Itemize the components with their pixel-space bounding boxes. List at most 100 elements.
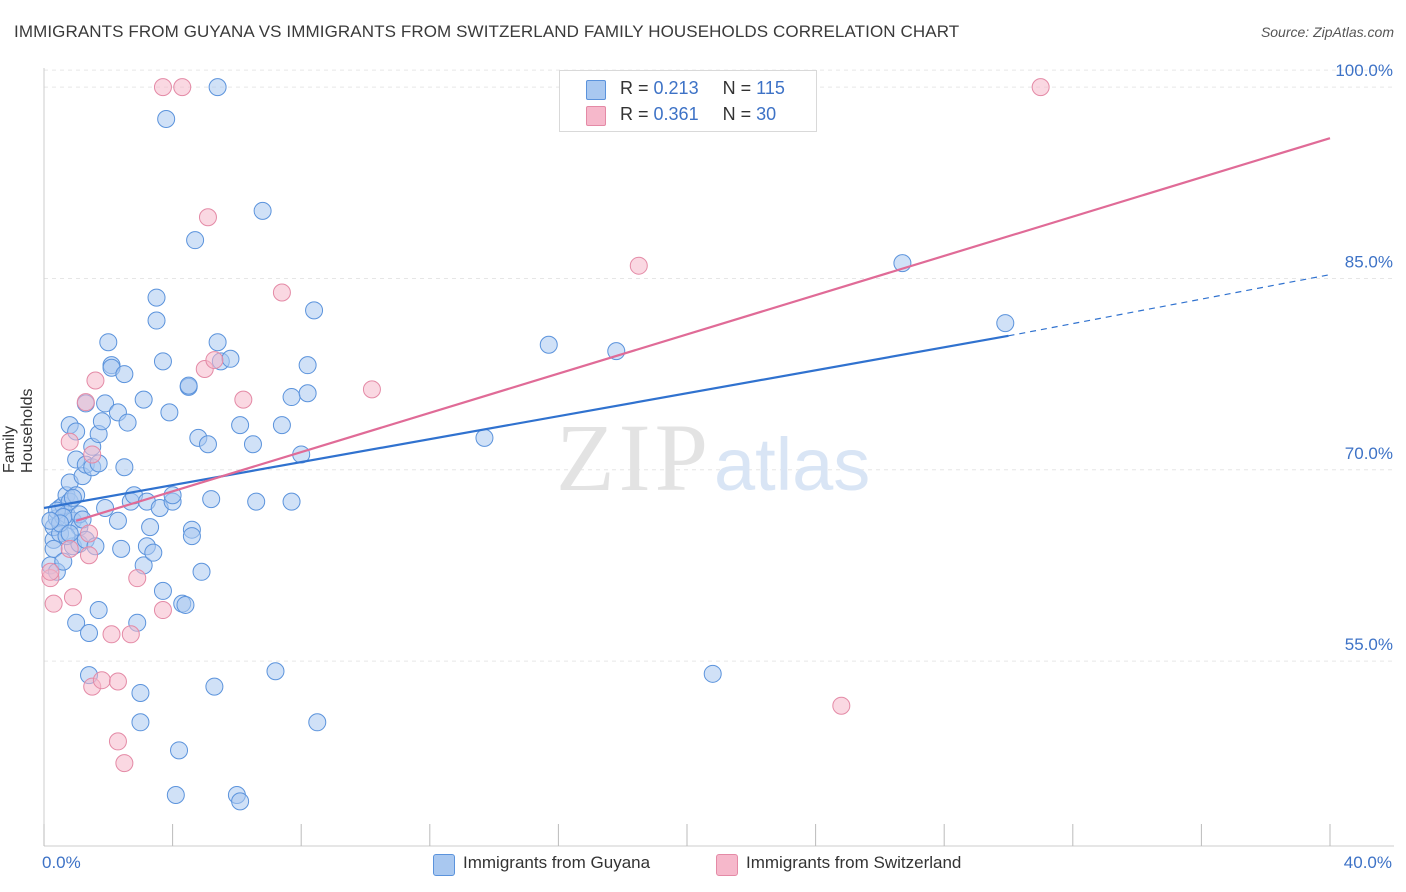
trend-line-switzerland bbox=[75, 137, 1331, 522]
guyana-point bbox=[41, 511, 60, 530]
guyana-point bbox=[703, 664, 722, 683]
guyana-point bbox=[67, 613, 86, 632]
guyana-point bbox=[208, 78, 227, 97]
guyana-point bbox=[96, 394, 115, 413]
guyana-point bbox=[147, 288, 166, 307]
legend-swatch-switzerland bbox=[586, 106, 606, 126]
guyana-point bbox=[147, 311, 166, 330]
guyana-point bbox=[308, 713, 327, 732]
guyana-point bbox=[144, 543, 163, 562]
guyana-point bbox=[141, 518, 160, 537]
guyana-point bbox=[231, 792, 250, 811]
bottom-legend-label-switzerland: Immigrants from Switzerland bbox=[746, 853, 962, 872]
switzerland-point bbox=[234, 390, 253, 409]
x-tick-label-max: 40.0% bbox=[1343, 853, 1392, 872]
switzerland-point bbox=[205, 351, 224, 370]
watermark-atlas: atlas bbox=[714, 423, 870, 506]
legend-r-value: 0.213 bbox=[653, 78, 699, 98]
guyana-point bbox=[202, 490, 221, 509]
guyana-point bbox=[221, 349, 240, 368]
guyana-point bbox=[282, 492, 301, 511]
switzerland-point bbox=[121, 625, 140, 644]
guyana-point bbox=[298, 356, 317, 375]
guyana-point bbox=[170, 741, 189, 760]
switzerland-point bbox=[80, 524, 99, 543]
switzerland-point bbox=[832, 696, 851, 715]
series-switzerland-points bbox=[41, 78, 1050, 773]
switzerland-point bbox=[173, 78, 192, 97]
switzerland-point bbox=[108, 672, 127, 691]
switzerland-point bbox=[41, 562, 60, 581]
switzerland-point bbox=[102, 625, 121, 644]
guyana-point bbox=[179, 376, 198, 395]
guyana-point bbox=[108, 511, 127, 530]
bottom-legend-swatch-switzerland bbox=[716, 854, 738, 876]
legend-n-label: N = bbox=[722, 104, 752, 124]
legend-n-label: N = bbox=[722, 78, 752, 98]
guyana-point bbox=[282, 388, 301, 407]
y-tick-label: 70.0% bbox=[1345, 444, 1393, 463]
guyana-point bbox=[253, 201, 272, 220]
switzerland-point bbox=[63, 588, 82, 607]
switzerland-point bbox=[60, 432, 79, 451]
switzerland-point bbox=[92, 671, 111, 690]
y-tick-label: 100.0% bbox=[1335, 61, 1393, 80]
guyana-point bbox=[243, 435, 262, 454]
guyana-point bbox=[166, 785, 185, 804]
switzerland-point bbox=[272, 283, 291, 302]
switzerland-point bbox=[153, 601, 172, 620]
guyana-point bbox=[208, 333, 227, 352]
switzerland-point bbox=[76, 393, 95, 412]
watermark: ZIP atlas bbox=[556, 404, 870, 511]
series-guyana-points bbox=[41, 78, 1015, 811]
guyana-point bbox=[89, 601, 108, 620]
guyana-point bbox=[153, 581, 172, 600]
guyana-point bbox=[112, 539, 131, 558]
switzerland-point bbox=[86, 371, 105, 390]
legend-r-label: R = bbox=[620, 104, 649, 124]
guyana-point bbox=[247, 492, 266, 511]
guyana-point bbox=[60, 524, 79, 543]
guyana-point bbox=[996, 314, 1015, 333]
switzerland-point bbox=[629, 256, 648, 275]
y-axis-tick-labels: 55.0% 70.0% 85.0% 100.0% bbox=[1335, 61, 1393, 654]
legend-r-label: R = bbox=[620, 78, 649, 98]
guyana-point bbox=[131, 713, 150, 732]
guyana-point bbox=[118, 413, 137, 432]
bottom-legend-label-guyana: Immigrants from Guyana bbox=[463, 853, 651, 872]
guyana-point bbox=[266, 662, 285, 681]
switzerland-point bbox=[128, 569, 147, 588]
switzerland-point bbox=[60, 539, 79, 558]
guyana-point bbox=[298, 384, 317, 403]
gridlines bbox=[44, 69, 1394, 662]
watermark-zip: ZIP bbox=[556, 404, 712, 511]
trend-lines bbox=[43, 137, 1331, 522]
legend-r-value: 0.361 bbox=[653, 104, 699, 124]
switzerland-point bbox=[153, 78, 172, 97]
switzerland-point bbox=[1031, 78, 1050, 97]
guyana-point bbox=[539, 335, 558, 354]
switzerland-point bbox=[198, 208, 217, 227]
switzerland-point bbox=[362, 380, 381, 399]
guyana-point bbox=[272, 416, 291, 435]
y-axis-label: Family Households bbox=[1, 388, 36, 474]
chart-title: IMMIGRANTS FROM GUYANA VS IMMIGRANTS FRO… bbox=[14, 22, 960, 41]
switzerland-point bbox=[108, 732, 127, 751]
trend-line-guyana-extension bbox=[1008, 274, 1331, 337]
trend-line-guyana bbox=[43, 334, 1009, 510]
guyana-point bbox=[80, 624, 99, 643]
guyana-point bbox=[205, 677, 224, 696]
guyana-point bbox=[115, 365, 134, 384]
chart-source: Source: ZipAtlas.com bbox=[1260, 24, 1394, 40]
guyana-point bbox=[157, 110, 176, 129]
y-tick-label: 85.0% bbox=[1345, 252, 1393, 271]
guyana-point bbox=[192, 562, 211, 581]
guyana-point bbox=[153, 352, 172, 371]
switzerland-point bbox=[115, 754, 134, 773]
guyana-point bbox=[92, 412, 111, 431]
x-axis-ticks bbox=[43, 824, 1331, 846]
guyana-point bbox=[115, 458, 134, 477]
bottom-legend-swatch-guyana bbox=[433, 854, 455, 876]
legend-swatch-guyana bbox=[586, 80, 606, 100]
